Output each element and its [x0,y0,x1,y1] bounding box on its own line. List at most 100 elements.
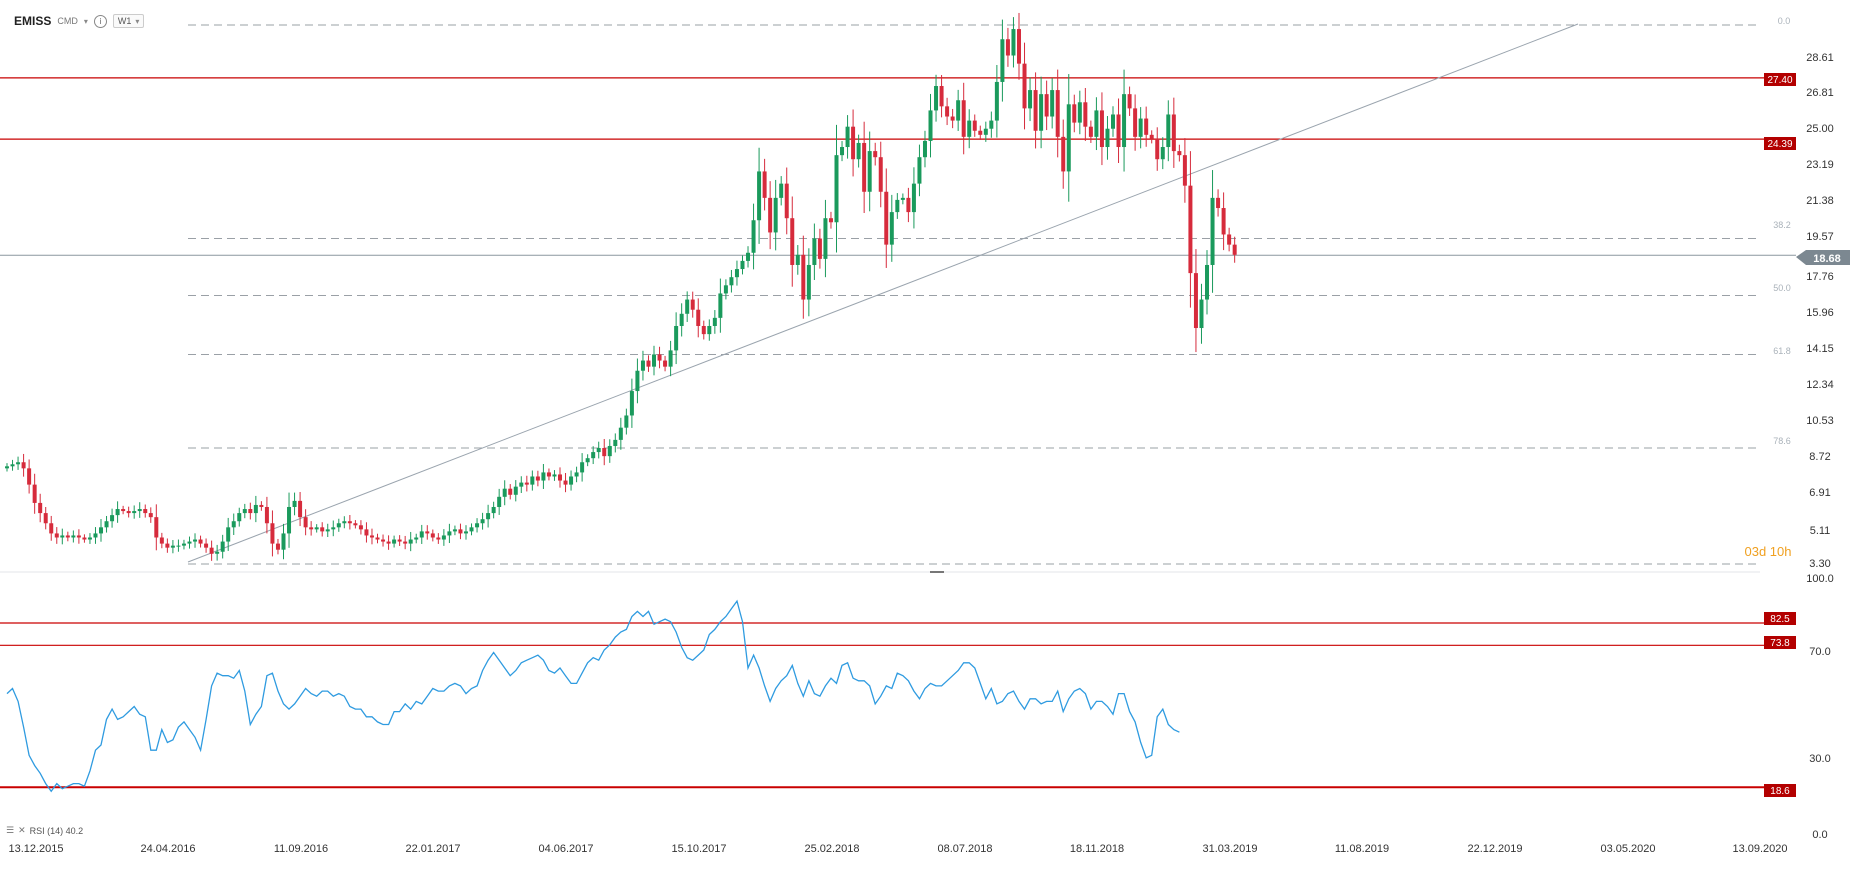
candle-body [856,142,861,160]
candle-body [773,197,778,233]
candle-body [978,130,983,135]
candle-body [264,506,269,524]
candle-body [524,482,529,485]
date-tick: 15.10.2017 [671,843,726,855]
candle-body [1127,94,1132,109]
symbol-label[interactable]: EMISS [14,14,52,28]
candle-body [1028,90,1033,109]
candle-body [1105,128,1110,148]
candle-body [259,504,264,507]
candle-body [193,539,198,542]
date-tick: 31.03.2019 [1202,843,1257,855]
candle-body [1072,104,1077,123]
candle-body [1061,136,1066,172]
candle-body [1111,114,1115,129]
candle-body [513,486,518,495]
candle-body [1088,126,1093,137]
candle-body [298,500,303,518]
candle-body [49,523,54,534]
price-tick: 5.11 [1810,525,1831,537]
candle-body [624,415,629,428]
candle-body [1144,118,1149,135]
date-tick: 08.07.2018 [937,843,992,855]
candle-body [591,452,596,459]
candle-body [817,238,822,259]
chevron-down-icon[interactable]: ▾ [83,16,88,26]
candle-body [137,509,142,512]
level-tag-rsi-3 [1764,784,1796,797]
level-tag-rsi-2 [1764,636,1796,649]
price-tick: 15.96 [1806,307,1834,319]
timeframe-select[interactable]: W1 ▾ [112,14,145,28]
candle-body [718,293,723,318]
candle-body [1171,114,1176,152]
candle-body [358,525,363,530]
close-icon[interactable]: ✕ [18,826,26,836]
candle-body [1149,134,1154,139]
candle-body [834,155,839,223]
info-icon[interactable]: i [93,14,107,28]
rsi-tick: 30.0 [1809,753,1830,765]
candle-body [253,504,258,514]
level-tags: 27.40 24.39 82.5 73.8 18.6 [1764,73,1796,797]
candle-body [342,521,347,524]
candle-body [502,488,507,497]
candle-body [989,120,994,129]
candle-body [751,220,756,253]
rsi-legend: ☰ ✕ RSI (14) 40.2 [6,826,83,836]
candle-body [115,509,120,516]
level-tag-label: 82.5 [1770,614,1790,625]
candle-body [209,547,214,554]
candle-body [1039,94,1044,131]
current-price-marker [1796,250,1850,265]
fib-0-label: 0.0 [1778,16,1791,26]
price-tick: 26.81 [1806,87,1834,99]
chevron-down-icon: ▾ [135,16,140,26]
candle-body [663,360,668,367]
date-tick: 24.04.2016 [140,843,195,855]
level-tag-label: 73.8 [1770,638,1790,649]
price-tick: 10.53 [1806,415,1834,427]
candle-body [198,539,203,544]
date-tick: 13.12.2015 [8,843,63,855]
settings-icon[interactable]: ☰ [6,826,15,836]
candle-body [939,86,944,107]
candle-body [546,472,551,477]
candle-body [602,448,607,457]
market-label: CMD [57,16,78,26]
candle-body [27,468,32,485]
candle-body [248,509,253,514]
candle-body [558,474,562,481]
candle-body [1011,29,1016,56]
candle-body [712,317,717,326]
candle-body [353,523,358,526]
candle-body [1182,155,1187,186]
candle-body [762,171,767,198]
candle-body [436,537,441,540]
candle-body [403,541,408,544]
candle-body [491,506,496,514]
candle-body [945,106,950,117]
level-tag-rsi-1 [1764,612,1796,625]
level-tag-label: 27.40 [1767,75,1792,86]
candle-body [309,527,314,530]
candle-body [82,537,87,540]
candle-body [71,535,76,538]
candle-body [873,151,878,158]
candle-body [690,299,695,310]
candle-body [369,535,374,538]
candle-body [458,529,463,534]
candle-body [917,157,922,184]
candle-body [1016,29,1021,64]
candle-body [1133,108,1138,137]
candle-body [215,551,220,554]
candle-body [967,120,972,137]
candle-body [104,521,109,528]
candle-body [1138,118,1143,137]
rsi-tick: 70.0 [1809,646,1830,658]
date-tick: 11.09.2016 [274,843,328,855]
candle-body [165,543,170,548]
candle-body [508,488,513,495]
